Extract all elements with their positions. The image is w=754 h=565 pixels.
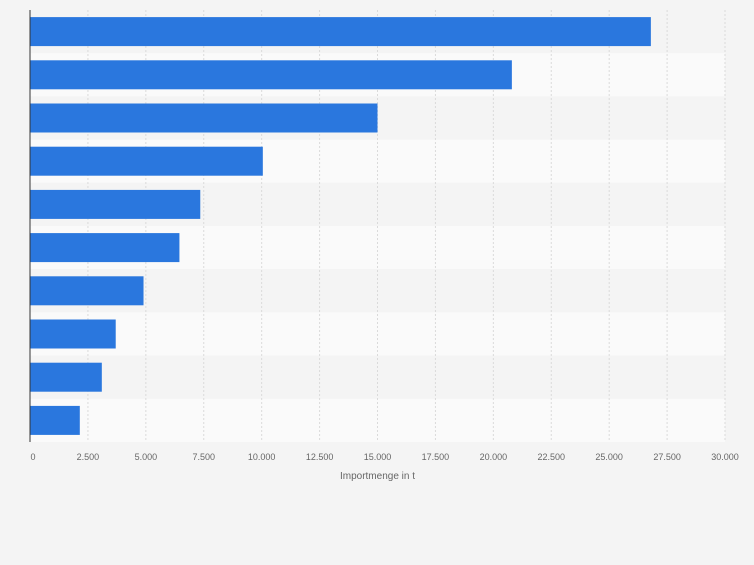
x-tick-label: 17.500: [422, 452, 450, 462]
x-tick-label: 10.000: [248, 452, 276, 462]
bar: [30, 405, 80, 435]
x-tick-label: 22.500: [537, 452, 565, 462]
bar: [30, 276, 144, 306]
bar: [30, 319, 116, 349]
bar: [30, 17, 651, 47]
bar: [30, 146, 263, 176]
bar: [30, 103, 378, 133]
x-tick-label: 5.000: [135, 452, 158, 462]
x-tick-label: 7.500: [192, 452, 215, 462]
x-tick-label: 20.000: [480, 452, 508, 462]
bars: [30, 17, 651, 435]
bar: [30, 60, 512, 90]
bar: [30, 233, 180, 263]
x-tick-label: 25.000: [595, 452, 623, 462]
x-tick-label: 30.000: [711, 452, 739, 462]
x-tick-labels: 0 2.500 5.000 7.500 10.000 12.500 15.000 17.500…: [30, 452, 738, 462]
bar: [30, 362, 102, 392]
x-axis-label: Importmenge in t: [340, 471, 415, 482]
x-tick-label: 0: [30, 452, 35, 462]
x-tick-label: 15.000: [364, 452, 392, 462]
x-tick-label: 12.500: [306, 452, 334, 462]
x-tick-label: 2.500: [77, 452, 100, 462]
x-tick-label: 27.500: [653, 452, 681, 462]
bar: [30, 189, 201, 219]
